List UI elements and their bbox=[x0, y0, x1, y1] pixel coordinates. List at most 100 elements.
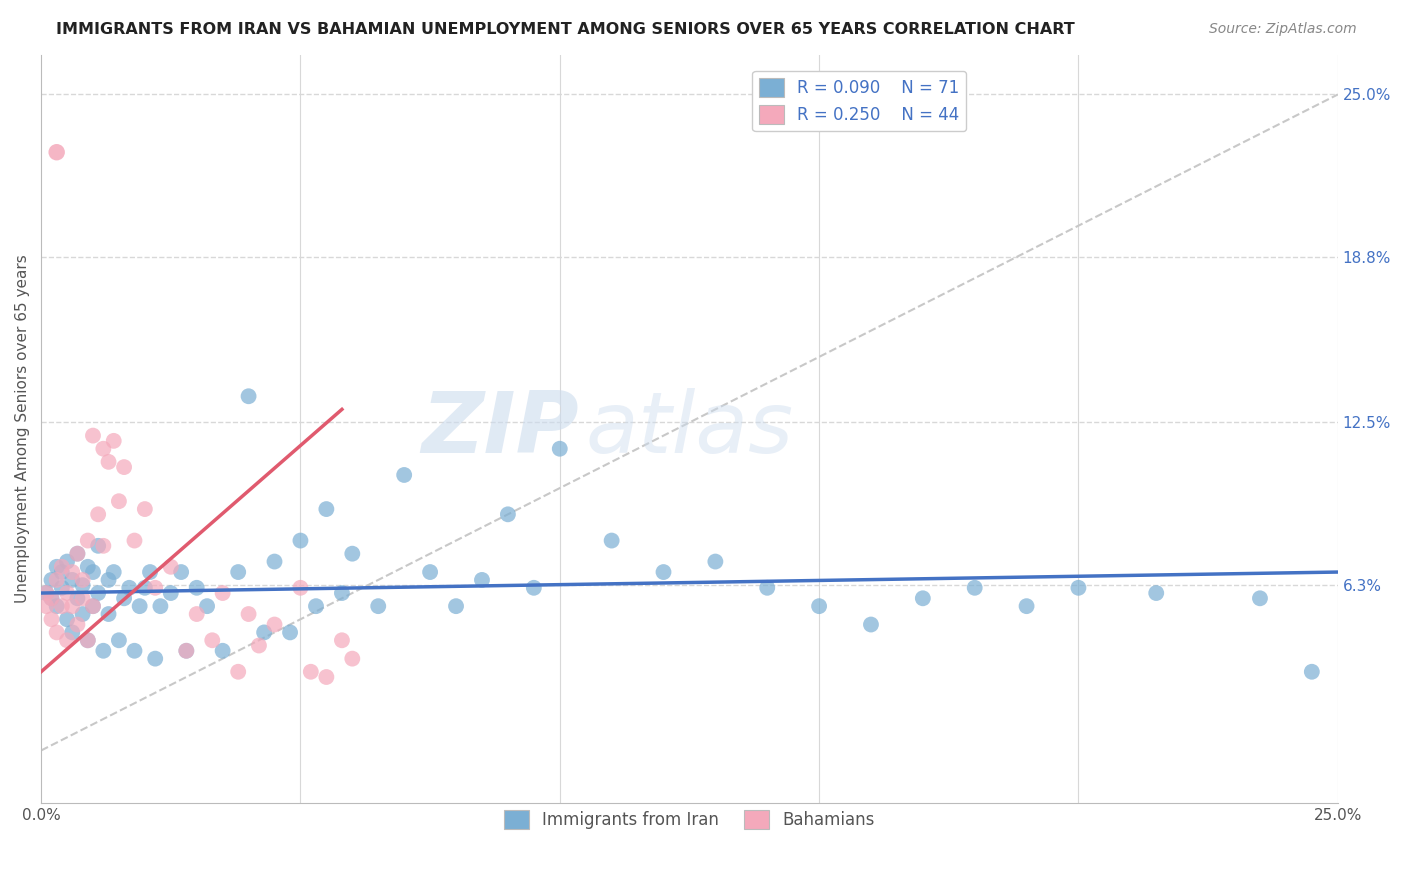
Point bbox=[134, 502, 156, 516]
Y-axis label: Unemployment Among Seniors over 65 years: Unemployment Among Seniors over 65 years bbox=[15, 255, 30, 603]
Point bbox=[342, 547, 364, 561]
Point bbox=[97, 607, 120, 621]
Point bbox=[330, 586, 353, 600]
Point bbox=[56, 586, 79, 600]
Text: Source: ZipAtlas.com: Source: ZipAtlas.com bbox=[1209, 22, 1357, 37]
Point bbox=[72, 607, 94, 621]
Point bbox=[93, 442, 115, 456]
Point bbox=[35, 586, 58, 600]
Point bbox=[263, 617, 285, 632]
Point bbox=[159, 559, 181, 574]
Point bbox=[600, 533, 623, 548]
Point bbox=[143, 581, 166, 595]
Point bbox=[299, 665, 322, 679]
Point bbox=[66, 547, 89, 561]
Point bbox=[82, 565, 104, 579]
Point bbox=[211, 644, 233, 658]
Point bbox=[76, 633, 98, 648]
Point bbox=[108, 494, 131, 508]
Point bbox=[108, 633, 131, 648]
Point bbox=[315, 502, 337, 516]
Point bbox=[911, 591, 934, 606]
Point bbox=[1015, 599, 1038, 614]
Point bbox=[496, 508, 519, 522]
Point bbox=[1249, 591, 1271, 606]
Point bbox=[704, 555, 727, 569]
Point bbox=[66, 547, 89, 561]
Point bbox=[97, 573, 120, 587]
Point bbox=[45, 599, 67, 614]
Point bbox=[263, 555, 285, 569]
Legend: Immigrants from Iran, Bahamians: Immigrants from Iran, Bahamians bbox=[498, 803, 882, 836]
Point bbox=[211, 586, 233, 600]
Point bbox=[278, 625, 301, 640]
Point bbox=[253, 625, 276, 640]
Point bbox=[134, 581, 156, 595]
Point bbox=[51, 559, 73, 574]
Point bbox=[41, 612, 63, 626]
Point bbox=[41, 573, 63, 587]
Point bbox=[176, 644, 198, 658]
Point bbox=[170, 565, 193, 579]
Point bbox=[128, 599, 150, 614]
Point bbox=[186, 581, 208, 595]
Point bbox=[60, 573, 83, 587]
Text: ZIP: ZIP bbox=[422, 387, 579, 471]
Point bbox=[56, 633, 79, 648]
Point bbox=[103, 434, 125, 448]
Point bbox=[652, 565, 675, 579]
Point bbox=[56, 555, 79, 569]
Point bbox=[112, 591, 135, 606]
Point bbox=[41, 591, 63, 606]
Point bbox=[143, 651, 166, 665]
Point bbox=[124, 533, 146, 548]
Point bbox=[45, 559, 67, 574]
Point bbox=[247, 639, 270, 653]
Point bbox=[808, 599, 831, 614]
Point bbox=[226, 565, 249, 579]
Point bbox=[139, 565, 162, 579]
Point bbox=[60, 565, 83, 579]
Point bbox=[330, 633, 353, 648]
Point bbox=[45, 625, 67, 640]
Point bbox=[35, 586, 58, 600]
Point bbox=[419, 565, 441, 579]
Point bbox=[35, 599, 58, 614]
Point bbox=[548, 442, 571, 456]
Point bbox=[97, 455, 120, 469]
Point bbox=[76, 633, 98, 648]
Point bbox=[149, 599, 172, 614]
Point bbox=[76, 533, 98, 548]
Point bbox=[93, 644, 115, 658]
Point bbox=[82, 428, 104, 442]
Point bbox=[963, 581, 986, 595]
Point bbox=[176, 644, 198, 658]
Point bbox=[51, 599, 73, 614]
Point bbox=[72, 578, 94, 592]
Point bbox=[290, 533, 312, 548]
Point bbox=[45, 573, 67, 587]
Point bbox=[66, 591, 89, 606]
Point bbox=[112, 460, 135, 475]
Point bbox=[45, 145, 67, 160]
Point bbox=[1067, 581, 1090, 595]
Point bbox=[523, 581, 546, 595]
Point bbox=[1301, 665, 1323, 679]
Text: IMMIGRANTS FROM IRAN VS BAHAMIAN UNEMPLOYMENT AMONG SENIORS OVER 65 YEARS CORREL: IMMIGRANTS FROM IRAN VS BAHAMIAN UNEMPLO… bbox=[56, 22, 1076, 37]
Point bbox=[315, 670, 337, 684]
Point bbox=[56, 612, 79, 626]
Point bbox=[66, 617, 89, 632]
Point bbox=[238, 389, 260, 403]
Point bbox=[41, 591, 63, 606]
Text: atlas: atlas bbox=[586, 387, 794, 471]
Point bbox=[82, 599, 104, 614]
Point bbox=[859, 617, 882, 632]
Point bbox=[60, 625, 83, 640]
Point bbox=[82, 599, 104, 614]
Point bbox=[444, 599, 467, 614]
Point bbox=[201, 633, 224, 648]
Point bbox=[72, 591, 94, 606]
Point bbox=[51, 581, 73, 595]
Point bbox=[93, 539, 115, 553]
Point bbox=[226, 665, 249, 679]
